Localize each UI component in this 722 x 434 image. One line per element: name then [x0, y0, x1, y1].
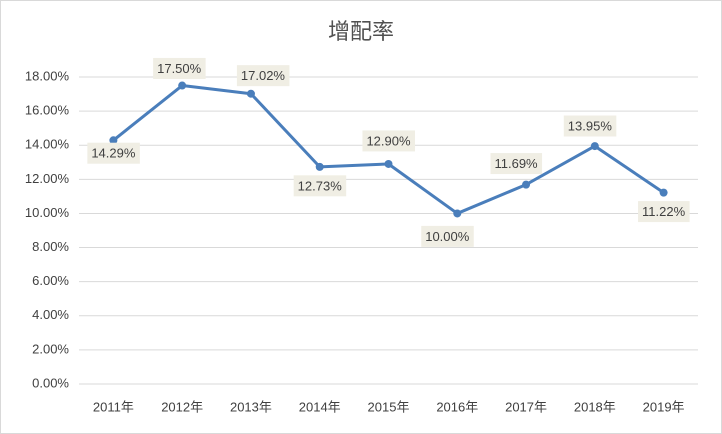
x-tick-label: 2014年 [299, 399, 341, 414]
data-label: 13.95% [568, 119, 613, 134]
y-tick-label: 10.00% [25, 205, 70, 220]
chart-title: 增配率 [328, 19, 394, 44]
data-label-bg [421, 225, 474, 247]
x-tick-label: 2019年 [643, 399, 685, 414]
data-label-bg [490, 153, 543, 175]
data-label: 17.02% [241, 68, 286, 83]
data-label: 17.50% [157, 61, 202, 76]
data-label-bg [153, 57, 206, 79]
data-label: 10.00% [425, 229, 470, 244]
y-tick-label: 0.00% [32, 375, 69, 390]
point [178, 81, 187, 90]
point [590, 142, 599, 151]
data-label: 14.29% [91, 146, 136, 161]
y-tick-label: 2.00% [32, 341, 69, 356]
x-tick-label: 2011年 [93, 399, 134, 414]
y-tick-label: 6.00% [32, 273, 69, 288]
y-tick-label: 16.00% [25, 103, 70, 118]
y-tick-label: 8.00% [32, 239, 69, 254]
point [315, 162, 324, 171]
x-tick-label: 2013年 [230, 399, 272, 414]
y-tick-label: 14.00% [25, 137, 70, 152]
point [453, 209, 462, 218]
point [109, 136, 118, 145]
data-label-bg [563, 115, 617, 137]
point [246, 89, 255, 98]
data-label: 12.73% [298, 178, 343, 193]
data-label-bg [236, 65, 290, 87]
y-tick-label: 4.00% [32, 307, 69, 322]
x-tick-label: 2017年 [505, 399, 547, 414]
x-tick-label: 2016年 [436, 399, 478, 414]
data-label-bg [362, 130, 415, 152]
data-label: 12.90% [366, 133, 411, 148]
point [384, 159, 393, 168]
data-label-bg [87, 142, 140, 164]
x-tick-label: 2015年 [368, 399, 410, 414]
data-label-bg [638, 201, 690, 223]
point [659, 188, 668, 197]
x-tick-label: 2012年 [161, 399, 203, 414]
y-tick-label: 12.00% [25, 171, 70, 186]
data-label: 11.22% [642, 204, 686, 219]
data-label-bg [293, 175, 347, 197]
y-tick-label: 18.00% [25, 68, 70, 83]
point [522, 180, 531, 189]
data-label: 11.69% [494, 156, 538, 171]
x-tick-label: 2018年 [574, 399, 616, 414]
